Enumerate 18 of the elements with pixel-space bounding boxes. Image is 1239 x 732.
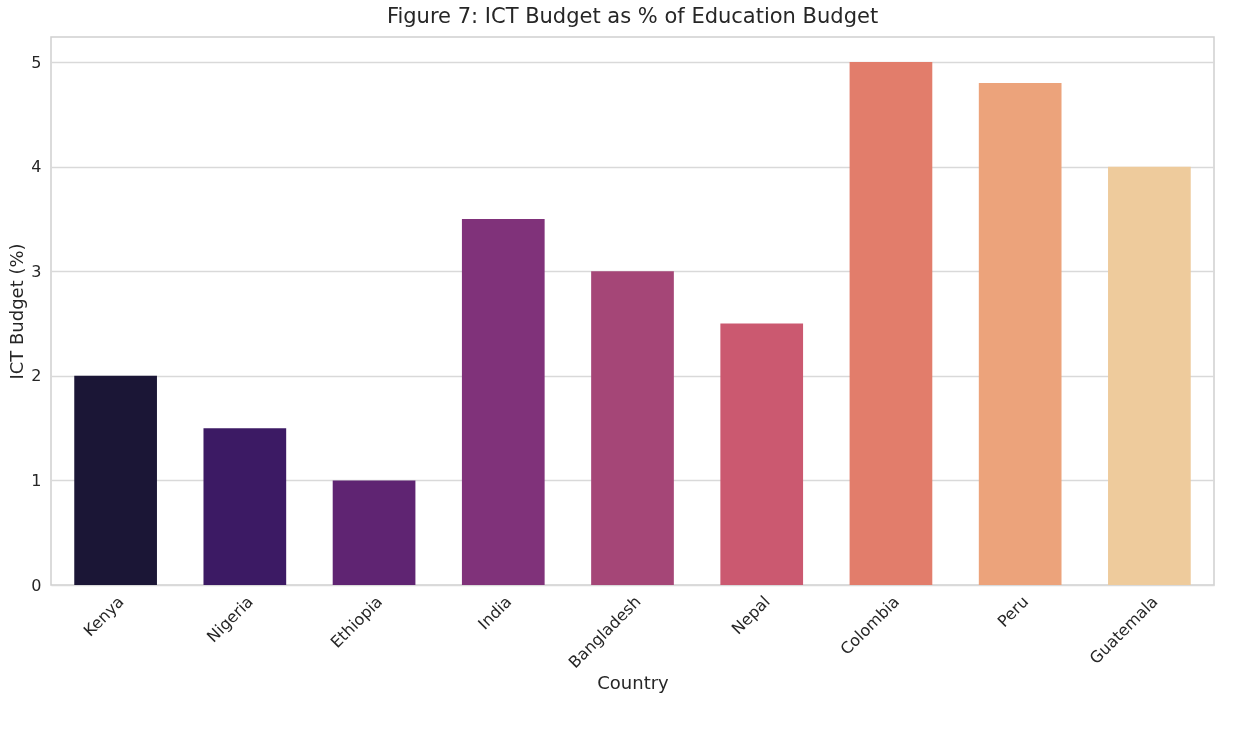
y-tick-label: 4 [31,157,42,177]
bar [591,271,674,585]
bar [849,62,933,585]
x-axis-title: Country [597,672,670,694]
chart-title: Figure 7: ICT Budget as % of Education Budget [386,4,879,28]
bar [461,218,545,585]
y-tick-label: 1 [31,470,42,490]
y-tick-label: 2 [31,366,42,386]
bar [74,375,157,585]
bar [203,428,287,585]
bar [332,480,416,585]
y-tick-label: 3 [31,261,42,281]
y-axis-title: ICT Budget (%) [6,243,28,380]
bar [1108,166,1191,585]
y-tick-label: 5 [31,52,42,72]
bar [978,83,1062,585]
y-tick-label: 0 [31,575,42,595]
bar [720,323,804,585]
